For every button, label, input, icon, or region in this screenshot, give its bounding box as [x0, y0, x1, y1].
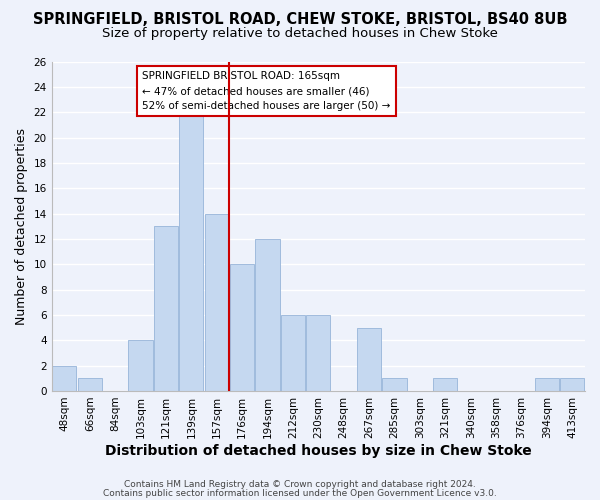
Bar — [433, 378, 457, 391]
Text: Size of property relative to detached houses in Chew Stoke: Size of property relative to detached ho… — [102, 28, 498, 40]
Text: Contains public sector information licensed under the Open Government Licence v3: Contains public sector information licen… — [103, 490, 497, 498]
Text: Contains HM Land Registry data © Crown copyright and database right 2024.: Contains HM Land Registry data © Crown c… — [124, 480, 476, 489]
Bar — [128, 340, 152, 391]
Y-axis label: Number of detached properties: Number of detached properties — [15, 128, 28, 324]
Bar — [230, 264, 254, 391]
Bar — [560, 378, 584, 391]
Text: SPRINGFIELD BRISTOL ROAD: 165sqm
← 47% of detached houses are smaller (46)
52% o: SPRINGFIELD BRISTOL ROAD: 165sqm ← 47% o… — [142, 72, 391, 111]
Text: SPRINGFIELD, BRISTOL ROAD, CHEW STOKE, BRISTOL, BS40 8UB: SPRINGFIELD, BRISTOL ROAD, CHEW STOKE, B… — [33, 12, 567, 28]
X-axis label: Distribution of detached houses by size in Chew Stoke: Distribution of detached houses by size … — [105, 444, 532, 458]
Bar — [179, 112, 203, 391]
Bar — [256, 239, 280, 391]
Bar — [306, 315, 331, 391]
Bar — [205, 214, 229, 391]
Bar — [281, 315, 305, 391]
Bar — [535, 378, 559, 391]
Bar — [357, 328, 381, 391]
Bar — [52, 366, 76, 391]
Bar — [154, 226, 178, 391]
Bar — [77, 378, 102, 391]
Bar — [382, 378, 407, 391]
